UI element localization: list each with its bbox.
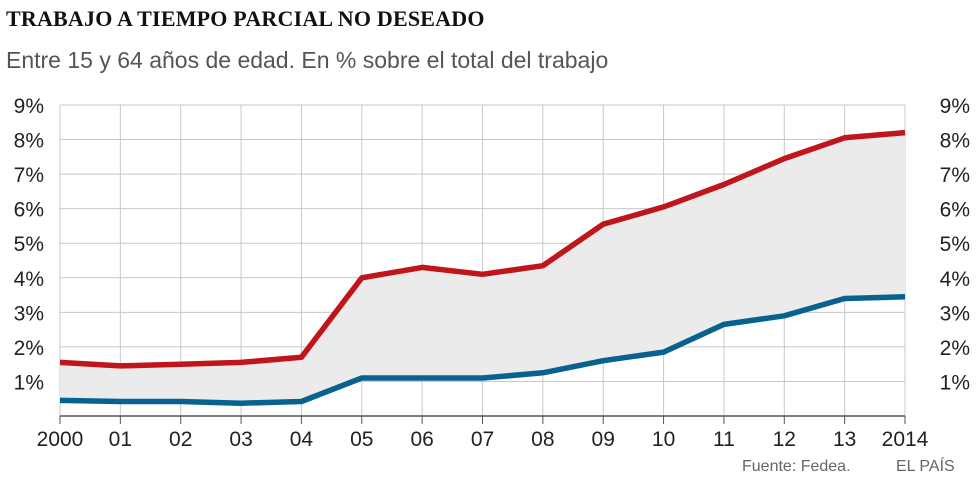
y-tick-label-left: 7% — [14, 164, 44, 187]
x-tick-label: 10 — [652, 428, 675, 451]
chart-title: TRABAJO A TIEMPO PARCIAL NO DESEADO — [6, 6, 485, 31]
y-tick-label-right: 9% — [940, 95, 970, 118]
y-tick-label-left: 5% — [14, 233, 44, 256]
x-tick-label: 03 — [229, 428, 252, 451]
x-tick-label: 13 — [833, 428, 856, 451]
x-tick-label: 02 — [169, 428, 192, 451]
brand-logo: EL PAÍS — [896, 458, 955, 475]
x-tick-label: 06 — [410, 428, 433, 451]
x-tick-label: 01 — [109, 428, 132, 451]
source-note: Fuente: Fedea. — [742, 458, 851, 475]
y-tick-label-right: 6% — [940, 199, 970, 222]
y-tick-label-left: 3% — [14, 302, 44, 325]
series-lines — [59, 129, 906, 406]
y-tick-label-right: 7% — [940, 164, 970, 187]
y-tick-label-right: 2% — [940, 337, 970, 360]
y-tick-label-right: 3% — [940, 302, 970, 325]
y-tick-label-right: 8% — [940, 130, 970, 153]
y-tick-label-left: 4% — [14, 268, 44, 291]
y-tick-label-right: 5% — [940, 233, 970, 256]
chart-subtitle: Entre 15 y 64 años de edad. En % sobre e… — [6, 47, 609, 73]
y-tick-label-left: 6% — [14, 199, 44, 222]
y-axis-right: 1% 2% 3% 4% 5% 6% 7% 8% 9% — [940, 95, 970, 394]
y-tick-label-left: 8% — [14, 130, 44, 153]
y-tick-label-left: 9% — [14, 95, 44, 118]
x-tick-label: 09 — [592, 428, 615, 451]
x-tick-label: 08 — [531, 428, 554, 451]
y-tick-label-right: 4% — [940, 268, 970, 291]
y-tick-label-left: 1% — [14, 371, 44, 394]
y-axis-left: 1% 2% 3% 4% 5% 6% 7% 8% 9% — [14, 95, 44, 394]
series-line-blue — [59, 294, 906, 406]
y-tick-label-left: 2% — [14, 337, 44, 360]
x-tick-label: 12 — [773, 428, 796, 451]
series-line-red — [59, 129, 906, 369]
x-tick-label: 05 — [350, 428, 373, 451]
x-tick-label: 11 — [713, 428, 735, 451]
x-tick-label: 04 — [290, 428, 314, 451]
x-tick-label: 2000 — [37, 428, 84, 451]
y-tick-label-right: 1% — [940, 371, 970, 394]
x-axis: 2000 01 02 03 04 05 06 07 08 09 10 11 12 13 2014 — [37, 416, 929, 451]
x-tick-label: 07 — [471, 428, 494, 451]
x-tick-label: 2014 — [882, 428, 929, 451]
